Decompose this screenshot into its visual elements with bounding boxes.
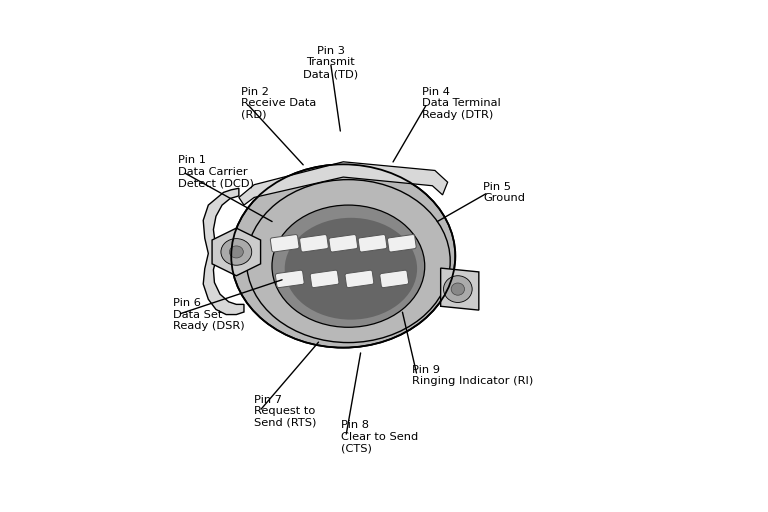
Polygon shape (204, 188, 244, 314)
Text: Pin 7
Request to
Send (RTS): Pin 7 Request to Send (RTS) (254, 395, 316, 428)
Ellipse shape (272, 205, 425, 327)
FancyBboxPatch shape (345, 270, 374, 288)
Ellipse shape (285, 218, 417, 319)
FancyBboxPatch shape (329, 234, 358, 252)
Ellipse shape (247, 180, 450, 343)
Ellipse shape (230, 246, 243, 258)
FancyBboxPatch shape (358, 234, 387, 252)
FancyBboxPatch shape (270, 234, 299, 252)
FancyBboxPatch shape (380, 270, 409, 288)
Text: Pin 6
Data Set
Ready (DSR): Pin 6 Data Set Ready (DSR) (173, 298, 244, 331)
Text: Pin 2
Receive Data
(RD): Pin 2 Receive Data (RD) (241, 87, 316, 120)
Text: Pin 5
Ground: Pin 5 Ground (483, 182, 525, 203)
Text: Pin 9
Ringing Indicator (RI): Pin 9 Ringing Indicator (RI) (412, 365, 533, 387)
Text: Pin 4
Data Terminal
Ready (DTR): Pin 4 Data Terminal Ready (DTR) (422, 87, 501, 120)
Polygon shape (239, 162, 448, 205)
Polygon shape (441, 268, 478, 310)
Text: Pin 1
Data Carrier
Detect (DCD): Pin 1 Data Carrier Detect (DCD) (177, 155, 253, 188)
Polygon shape (212, 228, 260, 276)
Ellipse shape (231, 164, 455, 348)
Ellipse shape (221, 239, 252, 265)
Ellipse shape (451, 283, 465, 295)
Text: Pin 8
Clear to Send
(CTS): Pin 8 Clear to Send (CTS) (341, 420, 418, 453)
FancyBboxPatch shape (388, 234, 416, 252)
Ellipse shape (443, 276, 472, 303)
FancyBboxPatch shape (300, 234, 329, 252)
FancyBboxPatch shape (276, 270, 304, 288)
Text: Pin 3
Transmit
Data (TD): Pin 3 Transmit Data (TD) (303, 46, 358, 79)
FancyBboxPatch shape (310, 270, 339, 288)
